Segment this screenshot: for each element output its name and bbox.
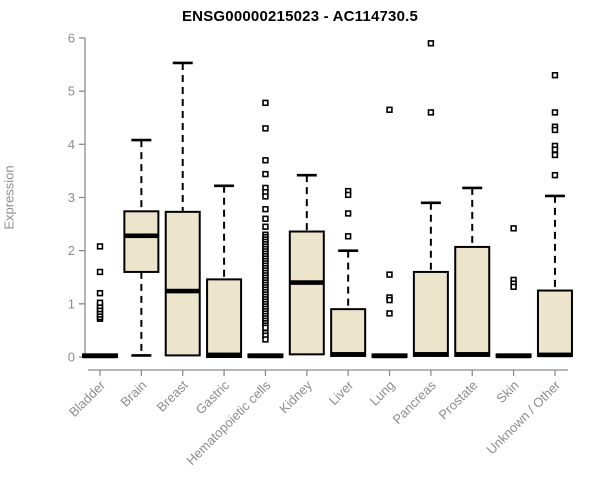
outlier-point (262, 99, 269, 107)
outlier-point (262, 157, 269, 164)
outlier-point (386, 310, 393, 317)
box-gastric (206, 278, 243, 358)
outlier-point (427, 109, 435, 116)
median-line (83, 353, 117, 359)
x-tick-label: Lung (367, 378, 398, 409)
outlier-point (551, 109, 559, 116)
y-tick-label: 0 (68, 350, 75, 365)
outlier-point (96, 268, 104, 276)
median-line (372, 353, 407, 359)
box-unknown-other (536, 289, 573, 357)
median-line (289, 280, 324, 285)
median-line (455, 352, 490, 357)
outlier-point (551, 126, 559, 134)
outlier-point (510, 225, 517, 232)
median-line (124, 233, 159, 239)
outlier-point (262, 324, 269, 331)
median-line (413, 352, 448, 357)
outlier-point (344, 191, 352, 199)
median-line (496, 353, 531, 359)
outlier-point (96, 289, 104, 297)
outlier-point (344, 210, 352, 217)
chart-title: ENSG00000215023 - AC114730.5 (181, 8, 419, 25)
median-line (537, 352, 572, 358)
y-tick-label: 6 (68, 30, 75, 45)
x-tick-label: Gastric (192, 377, 232, 417)
x-tick-label: Unknown / Other (483, 377, 563, 457)
box-pancreas (412, 270, 449, 357)
x-tick-label: Liver (326, 377, 357, 408)
x-tick-label: Breast (154, 377, 191, 414)
outlier-point (262, 336, 269, 343)
outlier-point (551, 71, 559, 79)
median-line (331, 352, 366, 357)
box-prostate (454, 245, 491, 357)
outlier-point (96, 299, 104, 306)
outlier-point (386, 106, 393, 113)
outlier-point (262, 170, 269, 178)
outlier-point (551, 146, 559, 153)
outlier-point (386, 271, 393, 278)
box-kidney (288, 230, 325, 356)
y-tick-label: 4 (68, 137, 75, 152)
x-tick-label: Pancreas (390, 377, 440, 427)
outlier-point (262, 193, 269, 200)
outlier-point (262, 215, 269, 222)
median-line (248, 353, 283, 359)
box-breast (164, 210, 201, 357)
box-brain (123, 210, 160, 273)
y-tick-label: 2 (68, 243, 75, 258)
outlier-point (510, 283, 517, 291)
outlier-point (262, 205, 269, 213)
x-tick-label: Skin (493, 378, 521, 406)
outlier-point (551, 171, 559, 179)
y-tick-label: 5 (68, 84, 75, 99)
outlier-point (427, 40, 435, 47)
x-tick-label: Bladder (66, 377, 109, 420)
box-liver (330, 308, 367, 357)
y-tick-label: 1 (68, 296, 75, 311)
x-tick-label: Kidney (276, 377, 315, 416)
median-line (165, 288, 200, 294)
outlier-point (344, 233, 352, 240)
outlier-point (262, 125, 269, 132)
median-line (207, 352, 242, 358)
x-tick-label: Brain (117, 378, 149, 410)
outlier-point (551, 151, 559, 159)
outlier-point (262, 223, 269, 230)
y-tick-label: 3 (68, 190, 75, 205)
outlier-point (96, 243, 104, 250)
outlier-point (386, 296, 393, 304)
x-tick-label: Prostate (436, 378, 481, 423)
